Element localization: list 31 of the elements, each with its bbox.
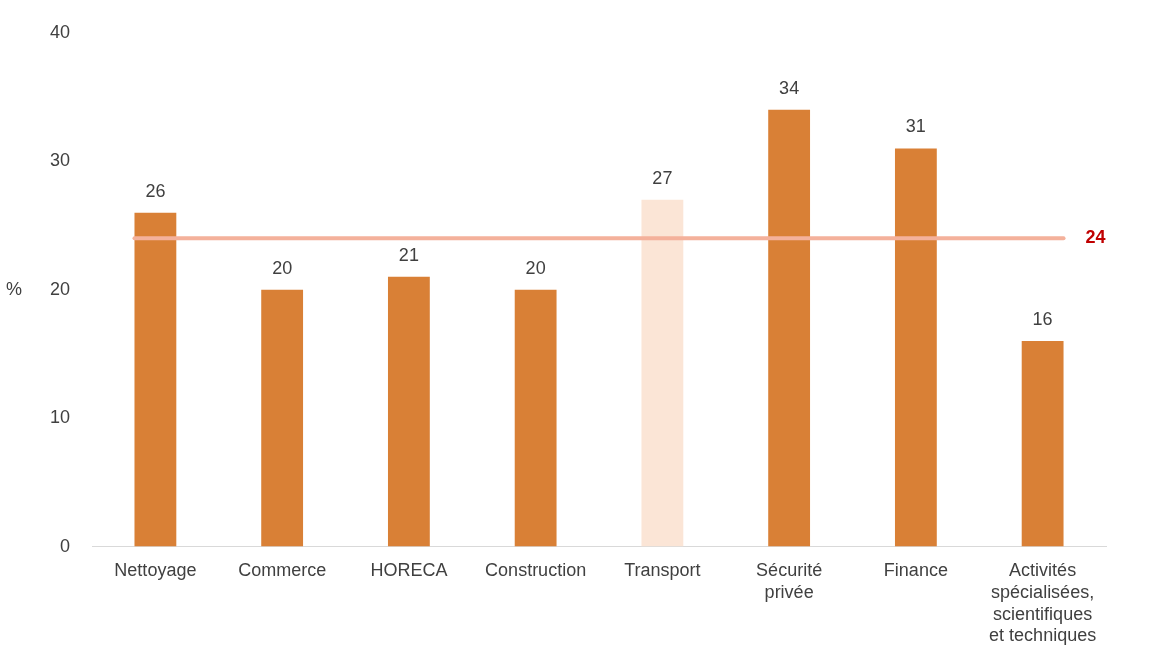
x-tick-label: Construction [485,560,587,581]
bar [261,289,304,547]
data-label: 21 [398,244,419,265]
x-tick-label: Finance [883,560,948,581]
data-label: 31 [905,116,926,137]
y-axis-title: % [6,278,23,299]
bar [1021,341,1064,547]
x-tick-label: Nettoyage [114,560,197,581]
x-tick-label: Commerce [238,560,327,581]
y-tick-label: 10 [49,407,71,428]
y-tick-label: 30 [49,150,71,171]
x-tick-label: Sécurité privée [756,560,823,602]
y-tick-label: 20 [49,278,71,299]
x-tick-label: Activités spécialisées, scientifiques et techniques [989,560,1097,646]
data-label: 16 [1032,309,1053,330]
y-tick-label: 0 [60,535,71,556]
bar [134,212,177,547]
bar [641,199,684,547]
bar [387,276,430,547]
bar [768,109,811,547]
data-label: 34 [779,77,800,98]
x-tick-label: HORECA [370,560,448,581]
data-label: 26 [145,180,166,201]
data-label: 27 [652,167,673,188]
bar [894,148,937,547]
bar [514,289,557,547]
y-tick-label: 40 [49,21,71,42]
data-label: 20 [525,257,546,278]
data-label: 20 [272,257,293,278]
ref-line-label: 24 [1085,227,1106,248]
x-tick-label: Transport [624,560,701,581]
